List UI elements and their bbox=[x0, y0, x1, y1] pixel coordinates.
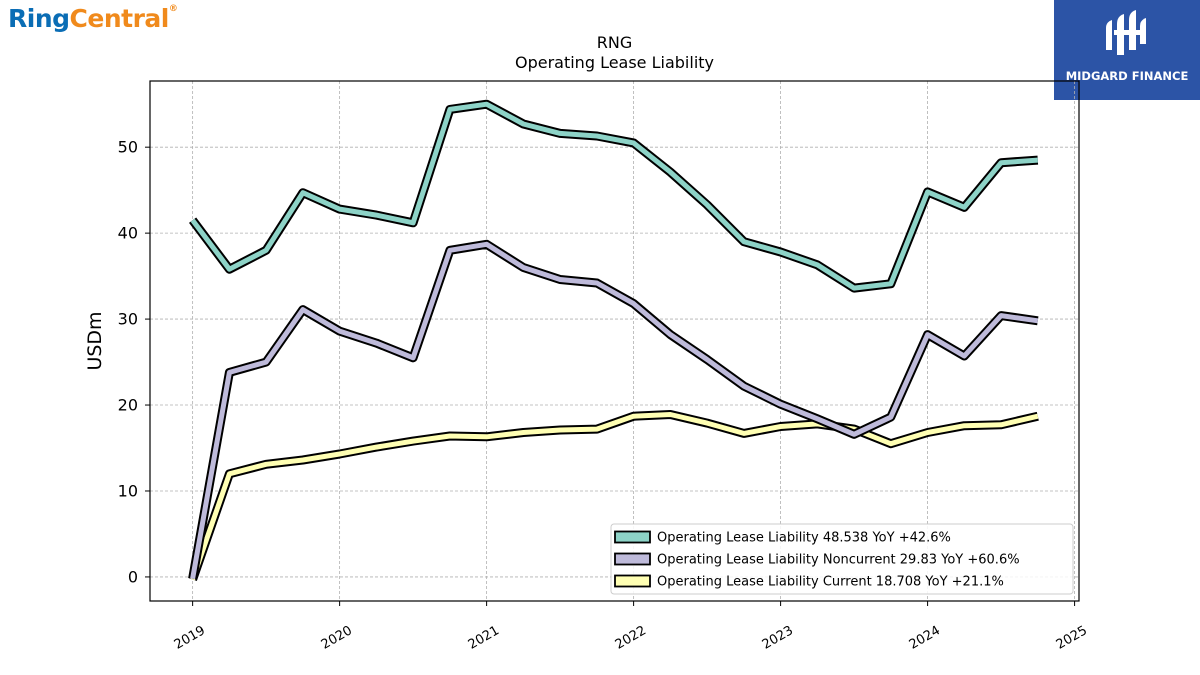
midgard-emblem-icon bbox=[1106, 10, 1146, 55]
y-tick-label: 40 bbox=[118, 224, 138, 243]
legend-swatch-lease-liability bbox=[614, 530, 651, 544]
chart-subtitle: Operating Lease Liability bbox=[515, 53, 714, 72]
ringcentral-logo: RingCentral® bbox=[8, 4, 178, 33]
x-tick-label: 2021 bbox=[466, 623, 502, 653]
y-tick-label: 20 bbox=[118, 396, 138, 415]
legend-label-lease-liability: Operating Lease Liability 48.538 YoY +42… bbox=[657, 531, 951, 546]
x-tick-label: 2023 bbox=[760, 623, 796, 653]
plot-frame bbox=[149, 80, 1080, 602]
y-tick-label: 0 bbox=[128, 567, 138, 586]
x-tick-label: 2019 bbox=[172, 623, 208, 653]
series-line-lease-liability bbox=[190, 101, 1038, 291]
series-outline-lease-liability bbox=[189, 99, 1039, 293]
x-tick-label: 2022 bbox=[613, 623, 649, 653]
x-tick-label: 2024 bbox=[907, 623, 943, 653]
x-tick-label: 2020 bbox=[319, 623, 355, 653]
midgard-finance-text: MIDGARD FINANCE bbox=[1065, 69, 1189, 83]
midgard-finance-logo: MIDGARD FINANCE bbox=[1054, 0, 1200, 100]
y-tick-label: 10 bbox=[118, 481, 138, 500]
legend-label-lease-current: Operating Lease Liability Current 18.708… bbox=[657, 575, 1004, 590]
chart-title: RNG bbox=[597, 33, 632, 52]
legend-swatch-lease-noncurrent bbox=[614, 552, 651, 566]
y-axis-label: USDm bbox=[84, 311, 106, 370]
y-tick-label: 50 bbox=[118, 138, 138, 157]
legend-box bbox=[610, 523, 1074, 595]
legend: Operating Lease Liability 48.538 YoY +42… bbox=[610, 523, 1074, 595]
x-tick-label: 2025 bbox=[1054, 623, 1090, 653]
series-line-lease-current bbox=[190, 412, 1039, 581]
legend-swatch-lease-current bbox=[614, 574, 651, 588]
y-tick-label: 30 bbox=[118, 310, 138, 329]
series-lines bbox=[188, 99, 1039, 581]
legend-label-lease-noncurrent: Operating Lease Liability Noncurrent 29.… bbox=[657, 553, 1020, 568]
series-line-lease-noncurrent bbox=[190, 241, 1039, 580]
